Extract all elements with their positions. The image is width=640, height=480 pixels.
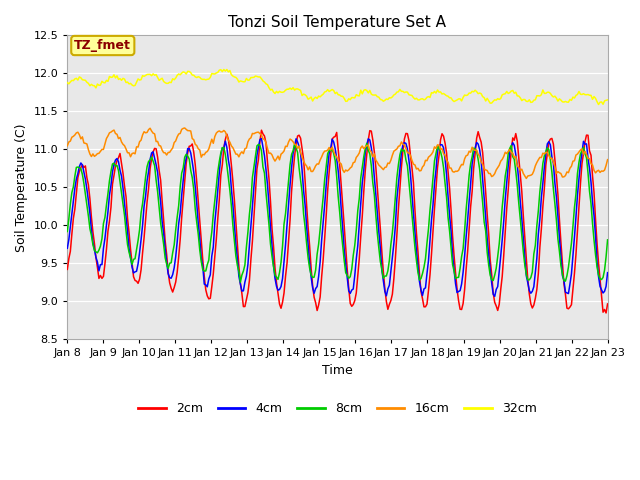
X-axis label: Time: Time <box>322 364 353 377</box>
Y-axis label: Soil Temperature (C): Soil Temperature (C) <box>15 123 28 252</box>
Legend: 2cm, 4cm, 8cm, 16cm, 32cm: 2cm, 4cm, 8cm, 16cm, 32cm <box>133 397 541 420</box>
Text: TZ_fmet: TZ_fmet <box>74 39 131 52</box>
Title: Tonzi Soil Temperature Set A: Tonzi Soil Temperature Set A <box>228 15 447 30</box>
